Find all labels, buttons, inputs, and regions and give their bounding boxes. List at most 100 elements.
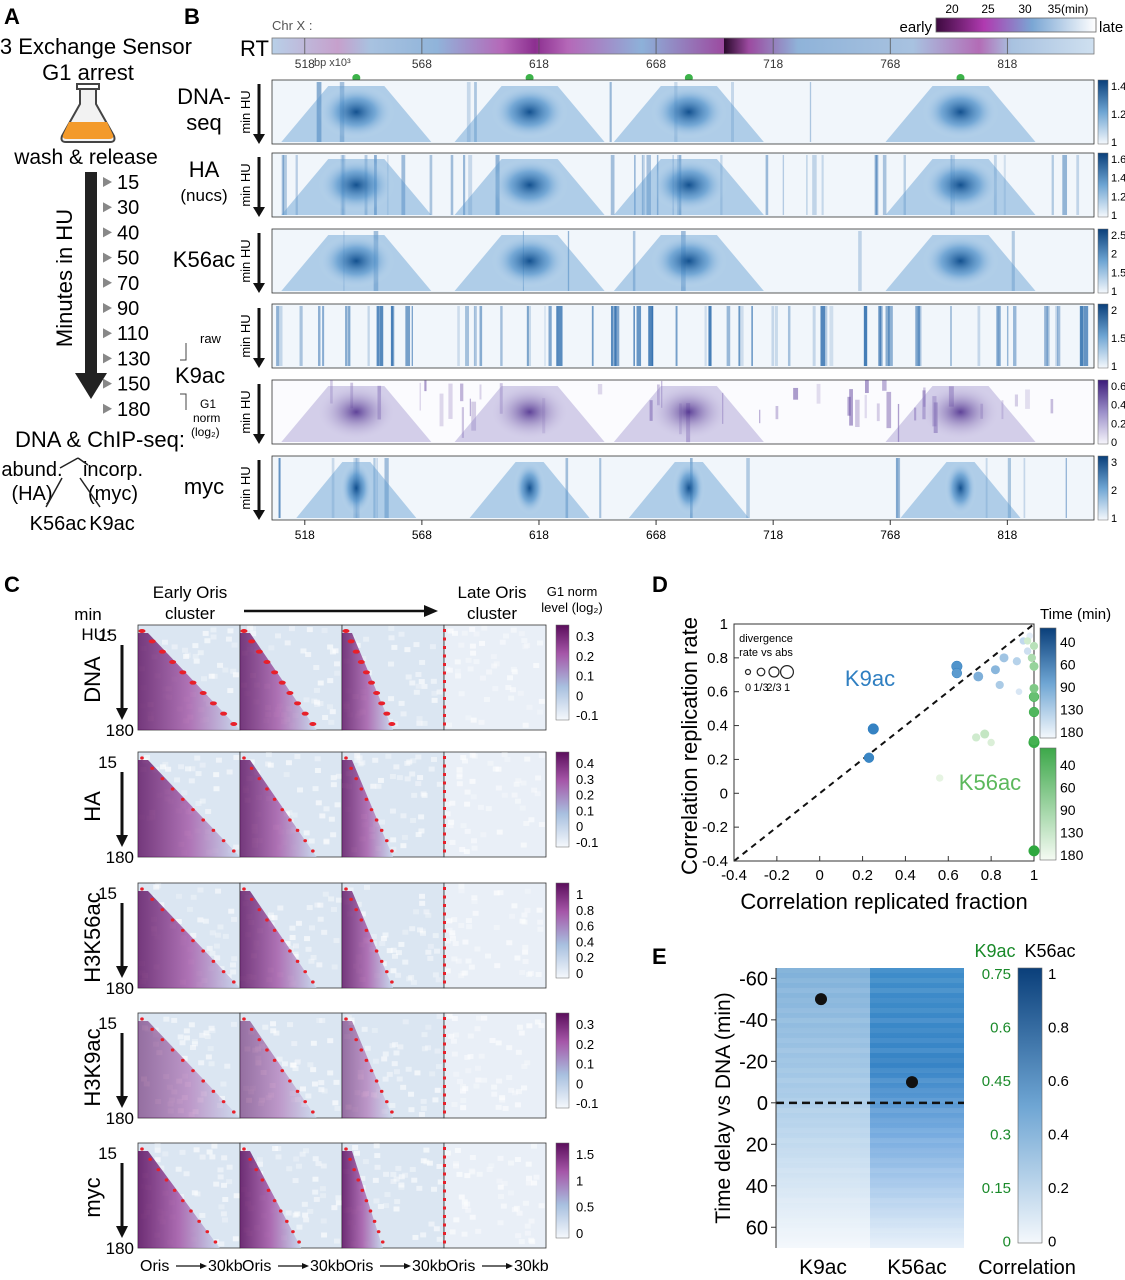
c-noise-cell (495, 1104, 502, 1110)
b-row-sublabel: (nucs) (180, 186, 227, 205)
c-noise-cell (395, 1165, 402, 1171)
b-colorbar-tick: 0 (1111, 437, 1117, 449)
c-noise-cell (434, 1048, 441, 1054)
time-label: 90 (117, 298, 139, 320)
b-bottom-tick-label: 718 (763, 528, 783, 542)
c-noise-cell (524, 1060, 531, 1066)
b-streak (915, 306, 920, 366)
c-noise-cell (483, 696, 490, 702)
b-streak (376, 458, 378, 518)
e-k56-tick: 0.8 (1048, 1020, 1069, 1037)
c-noise-cell (473, 659, 480, 665)
c-noise-cell (204, 1034, 211, 1040)
c-noise-cell (200, 676, 207, 682)
c-signal-wedge (138, 1021, 240, 1118)
time-label: 30 (117, 197, 139, 219)
c-noise-cell (224, 1063, 231, 1069)
c-late-origin-marker (443, 1034, 446, 1037)
c-noise-cell (508, 1087, 515, 1093)
c-noise-cell (511, 669, 518, 675)
b-streak (347, 306, 350, 366)
c-noise-cell (233, 755, 240, 761)
c-noise-cell (300, 648, 307, 654)
c-noise-cell (284, 941, 291, 947)
b-replication-peak (491, 385, 568, 439)
d-point-k9ac (990, 665, 1000, 675)
c-noise-cell (444, 1150, 451, 1156)
b-streak (646, 155, 651, 215)
c-noise-cell (458, 883, 465, 889)
chr-label: Chr X : (272, 18, 312, 33)
c-replication-front-marker (211, 959, 216, 963)
c-noise-cell (331, 964, 338, 970)
c-noise-cell (382, 1076, 389, 1082)
b-streak (466, 82, 471, 142)
d-legend-title-line1: divergence (739, 633, 793, 645)
c-replication-front-marker (379, 1089, 384, 1093)
e-stripe (776, 1118, 964, 1123)
top-tick-label: 768 (880, 57, 900, 71)
c-colorbar-tick: 0.6 (576, 919, 594, 934)
c-noise-cell (275, 1154, 282, 1160)
b-colorbar (1097, 152, 1109, 218)
c-noise-cell (323, 806, 330, 812)
c-noise-cell (210, 627, 217, 633)
d-axes: -0.4 -0.2 0 0.2 0.4 0.6 0.8 1 -0.4 -0.2 0 0.2 0.4 0.6… (702, 616, 1038, 884)
c-noise-cell (398, 941, 405, 947)
b-colorbar-tick: 1 (1111, 137, 1117, 149)
d-legend-circle (744, 668, 752, 676)
c-replication-front-marker (220, 711, 228, 716)
c-noise-cell (456, 774, 463, 780)
c-noise-cell (493, 890, 500, 896)
c-signal-wedge (342, 1021, 393, 1118)
c-noise-cell (497, 890, 504, 896)
d-ytick-label: -0.4 (702, 853, 728, 870)
c-noise-cell (500, 1203, 507, 1209)
abund-label: abund. (1, 459, 62, 481)
b-min-hu-label: min HU (238, 466, 253, 509)
c-replication-front-marker (257, 777, 262, 781)
c-noise-cell (267, 762, 274, 768)
c-noise-cell (431, 1186, 438, 1192)
e-stripe (776, 1218, 964, 1223)
c-noise-cell (417, 927, 424, 933)
c-replication-front-marker (148, 639, 156, 644)
c-noise-cell (388, 625, 395, 631)
c-replication-front-marker (295, 1089, 300, 1093)
top-tick-label: 718 (763, 57, 783, 71)
c-noise-cell (186, 906, 193, 912)
c-colorbar-tick: 1 (576, 1173, 583, 1188)
c-noise-cell (328, 719, 335, 725)
c-noise-cell (304, 936, 311, 942)
c-replication-front-marker (348, 1157, 352, 1161)
b-streak (731, 82, 734, 142)
c-noise-cell (481, 1015, 488, 1021)
b-streak (829, 306, 834, 366)
time-arrow-marker (103, 227, 112, 238)
c-noise-cell (335, 773, 342, 779)
c-noise-cell (307, 1208, 314, 1214)
b-streak (821, 155, 824, 215)
c-noise-cell (415, 672, 422, 678)
b-streak (567, 231, 570, 291)
c-replication-front-marker (359, 787, 364, 791)
b-row-label: DNA- (177, 84, 231, 109)
k9ac-norm-line1: G1 (200, 397, 216, 411)
c-noise-cell (419, 900, 426, 906)
c-noise-cell (418, 828, 425, 834)
b-streak (439, 393, 444, 427)
c-replication-front-marker (249, 766, 254, 770)
c-noise-cell (449, 1229, 456, 1235)
c-noise-cell (221, 1182, 228, 1188)
c-noise-cell (154, 1157, 161, 1163)
c-noise-cell (499, 1095, 506, 1101)
c-noise-cell (388, 661, 395, 667)
branch-line-k56ac (45, 477, 63, 508)
c-noise-cell (227, 688, 234, 694)
c-noise-cell (333, 1238, 340, 1244)
c-noise-cell (395, 972, 402, 978)
c-noise-cell (335, 897, 342, 903)
d-points (863, 632, 1040, 857)
c-noise-cell (213, 943, 220, 949)
